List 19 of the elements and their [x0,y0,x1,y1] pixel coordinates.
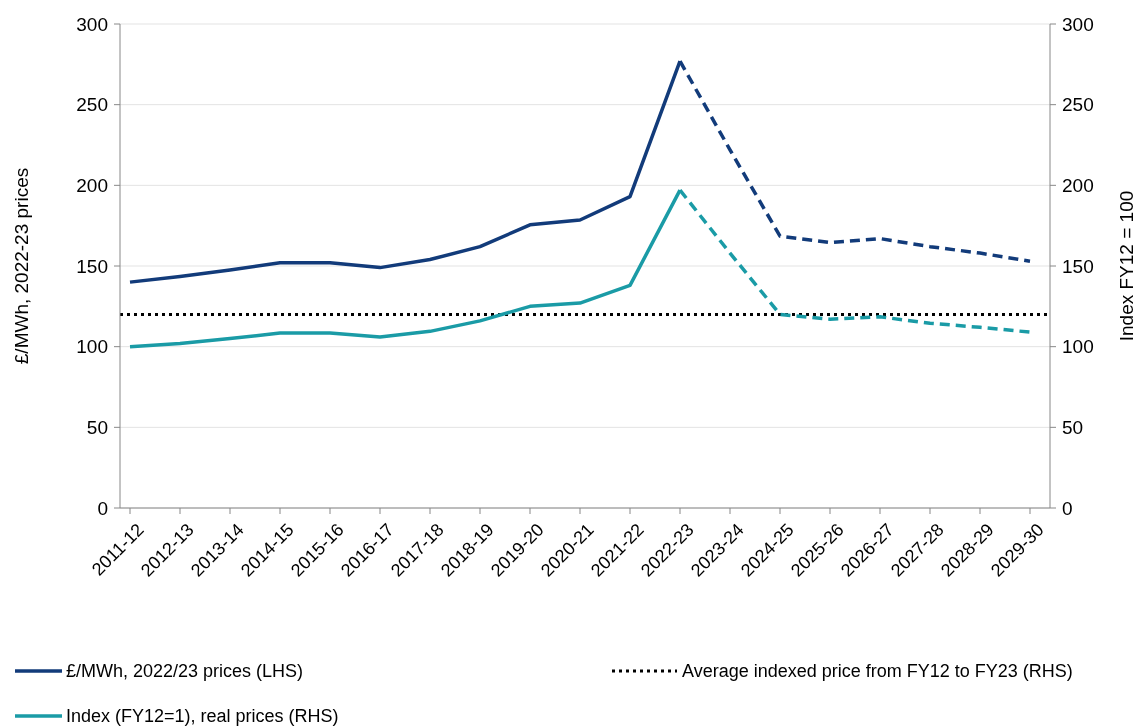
legend-label: £/MWh, 2022/23 prices (LHS) [66,661,304,682]
y2-tick-label: 250 [1062,94,1094,116]
y-tick-label: 50 [86,416,108,438]
y-tick-label: 250 [76,94,108,116]
y2-tick-label: 150 [1062,255,1094,277]
legend-label: Average indexed price from FY12 to FY23 (RHS) [682,661,1073,682]
y-axis-title: £/MWh, 2022-23 prices [11,167,32,365]
legend-label: Index (FY12=1), real prices (RHS) [66,706,339,726]
y-tick-label: 300 [76,13,108,35]
y2-tick-label: 200 [1062,174,1094,196]
y-tick-label: 0 [97,497,108,519]
y2-tick-label: 100 [1062,336,1094,358]
y2-tick-label: 300 [1062,13,1094,35]
y-tick-label: 200 [76,174,108,196]
y-tick-label: 150 [76,255,108,277]
y-tick-label: 100 [76,336,108,358]
y2-axis-title: Index FY12 = 100 [1116,190,1137,342]
y2-tick-label: 0 [1062,497,1073,519]
y2-tick-label: 50 [1062,416,1084,438]
